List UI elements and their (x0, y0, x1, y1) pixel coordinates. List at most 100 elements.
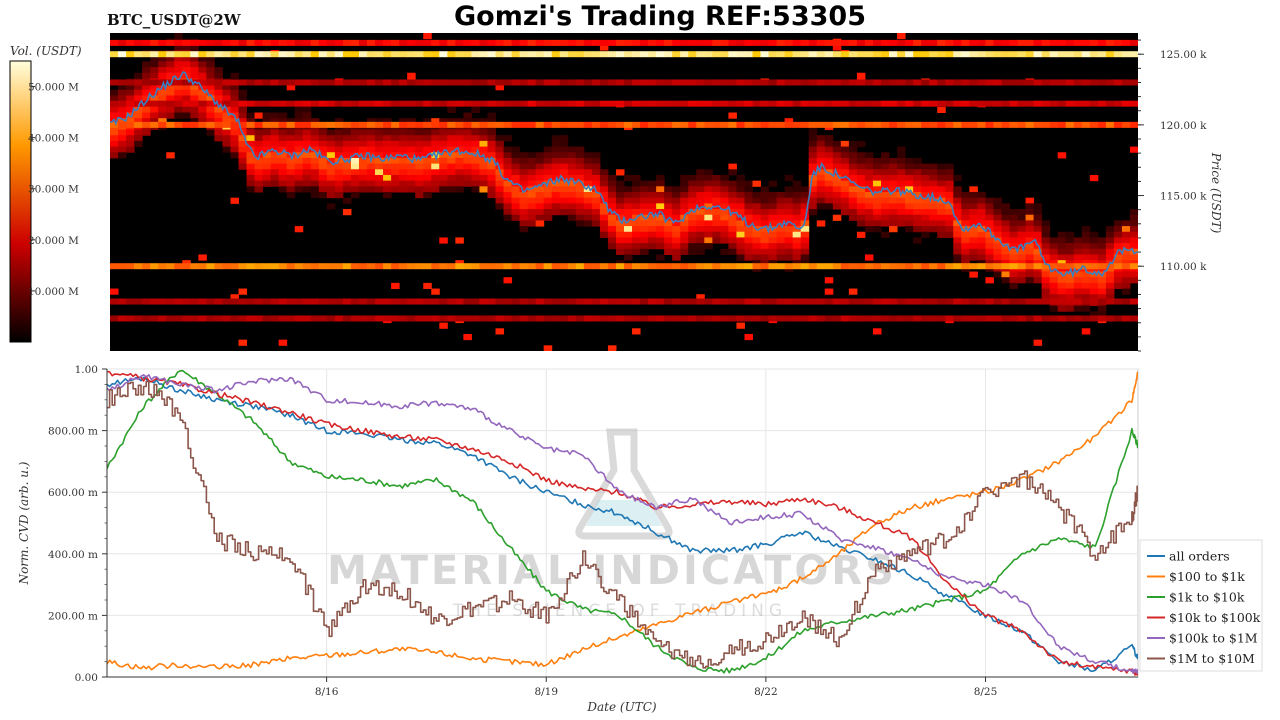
heatmap-cell (656, 186, 665, 193)
heatmap-cell (615, 237, 625, 244)
heatmap-cell (342, 135, 352, 142)
heatmap-cell (591, 192, 601, 199)
heatmap-level-cell (358, 121, 368, 128)
heatmap-cell (1113, 226, 1123, 233)
heatmap-level-cell (824, 79, 834, 86)
heatmap-level-cell (784, 39, 794, 46)
heatmap-cell (937, 231, 946, 238)
heatmap-cell (977, 248, 986, 255)
heatmap-cell (864, 220, 874, 227)
heatmap-level-cell (503, 263, 513, 270)
heatmap-cell (993, 254, 1002, 261)
heatmap-cell (447, 186, 456, 193)
heatmap-level-cell (142, 298, 151, 305)
heatmap-cell (407, 186, 416, 193)
heatmap-cell (615, 220, 625, 227)
heatmap-cell (840, 197, 850, 204)
heatmap-cell (776, 231, 786, 238)
cvd-series-line (107, 376, 1138, 673)
heatmap-cell (182, 55, 191, 62)
heatmap-cell (1001, 220, 1010, 227)
heatmap-cell (824, 186, 834, 193)
heatmap-cell (294, 180, 304, 187)
heatmap-level-cell (792, 39, 802, 46)
heatmap-level-cell (334, 51, 344, 58)
heatmap-cell (166, 84, 175, 91)
heatmap-cell (1097, 243, 1107, 250)
heatmap-level-cell (190, 121, 199, 128)
heatmap-cell (985, 214, 994, 221)
cvd-y-tick-label: 600.00 m (48, 487, 98, 499)
heatmap-level-cell (937, 100, 946, 107)
heatmap-cell (607, 243, 617, 250)
heatmap-level-cell (591, 100, 601, 107)
heatmap-cell (1033, 339, 1043, 346)
heatmap-level-cell (110, 100, 119, 107)
symbol-label: BTC_USDT@2W (107, 11, 242, 29)
heatmap-level-cell (776, 263, 786, 270)
heatmap-level-cell (977, 263, 986, 270)
heatmap-cell (856, 157, 866, 165)
heatmap-level-cell (744, 39, 753, 46)
colorbar-tick-label: 30.000 M (28, 184, 79, 196)
heatmap-cell (519, 186, 529, 193)
heatmap-cell (856, 174, 866, 182)
heatmap-level-cell (848, 51, 858, 58)
heatmap-cell (720, 231, 729, 238)
heatmap-level-cell (158, 100, 167, 107)
heatmap-cell (383, 140, 392, 148)
heatmap-level-cell (1097, 315, 1107, 322)
heatmap-cell (439, 237, 448, 244)
heatmap-cell (1129, 146, 1138, 153)
heatmap-cell (1017, 271, 1027, 278)
heatmap-cell (945, 169, 954, 176)
heatmap-cell (1057, 294, 1067, 301)
heatmap-cell (848, 288, 858, 295)
heatmap-level-cell (953, 298, 962, 305)
heatmap-cell (166, 95, 175, 102)
heatmap-cell (696, 243, 705, 250)
heatmap-cell (511, 163, 521, 170)
heatmap-cell (736, 197, 745, 204)
heatmap-level-cell (567, 79, 577, 86)
heatmap-level-cell (712, 39, 721, 46)
heatmap-level-cell (672, 298, 681, 305)
heatmap-level-cell (350, 298, 360, 305)
heatmap-cell (1089, 174, 1099, 182)
heatmap-level-cell (527, 100, 537, 107)
heatmap-level-cell (977, 315, 986, 322)
heatmap-cell (656, 180, 665, 187)
heatmap-cell (648, 220, 657, 227)
heatmap-level-cell (1089, 51, 1099, 58)
heatmap-cell (431, 180, 440, 187)
heatmap-level-cell (567, 39, 577, 46)
heatmap-cell (624, 209, 633, 216)
heatmap-cell (334, 163, 344, 170)
heatmap-cell (126, 84, 135, 91)
heatmap-level-cell (126, 100, 135, 107)
cvd-series-line (107, 369, 1138, 674)
heatmap-cell (648, 203, 657, 210)
heatmap-cell (527, 203, 537, 210)
heatmap-level-cell (712, 100, 721, 107)
heatmap-cell (230, 135, 239, 142)
heatmap-level-cell (840, 315, 850, 322)
heatmap-cell (816, 152, 826, 159)
heatmap-cell (230, 95, 239, 102)
cvd-plot-area (106, 368, 1139, 678)
heatmap-cell (455, 169, 464, 176)
heatmap-cell (246, 157, 256, 165)
heatmap-level-cell (415, 51, 424, 58)
heatmap-cell (583, 169, 593, 176)
heatmap-cell (760, 209, 770, 216)
heatmap-cell (423, 186, 432, 193)
heatmap-cell (1001, 226, 1010, 233)
colorbar-tick-label: 40.000 M (28, 133, 79, 145)
heatmap-cell (535, 169, 545, 176)
heatmap-level-cell (166, 121, 175, 128)
heatmap-cell (334, 135, 344, 142)
heatmap-level-cell (1001, 298, 1010, 305)
heatmap-level-cell (672, 51, 681, 58)
heatmap-level-cell (543, 121, 553, 128)
heatmap-level-cell (720, 121, 729, 128)
